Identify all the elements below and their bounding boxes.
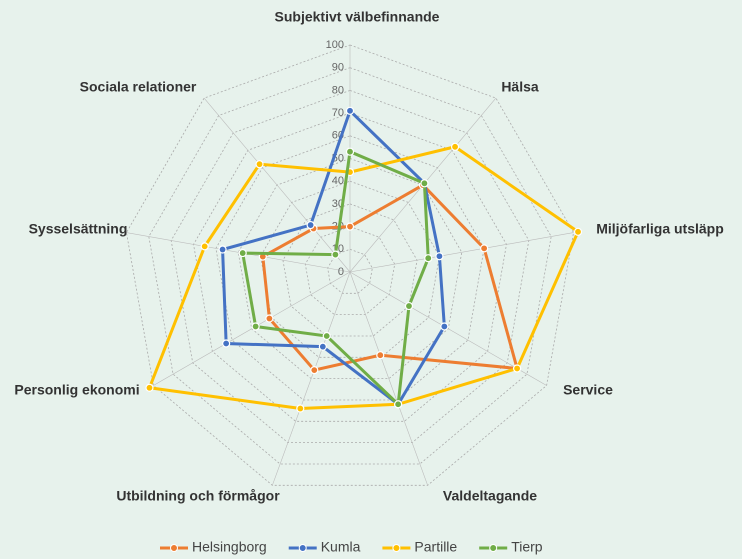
grid-ring bbox=[260, 180, 440, 358]
point bbox=[435, 252, 444, 261]
point bbox=[331, 250, 340, 259]
legend-label: Kumla bbox=[321, 539, 361, 555]
axis-label: Personlig ekonomi bbox=[14, 382, 139, 398]
tick-label: 70 bbox=[332, 107, 344, 119]
grid-ring bbox=[193, 112, 507, 422]
point bbox=[573, 227, 583, 236]
point bbox=[322, 331, 331, 341]
spoke bbox=[349, 232, 574, 273]
grid-ring bbox=[126, 44, 574, 486]
point bbox=[394, 400, 403, 409]
axis-label: Hälsa bbox=[501, 79, 539, 95]
point bbox=[424, 254, 433, 263]
axis-label: Sociala relationer bbox=[80, 79, 197, 95]
point bbox=[345, 106, 355, 115]
point bbox=[218, 245, 227, 254]
grid-ring bbox=[304, 226, 396, 316]
spoke bbox=[349, 271, 428, 486]
series-line bbox=[240, 149, 430, 408]
point bbox=[440, 322, 449, 331]
spoke bbox=[203, 97, 351, 273]
point bbox=[200, 242, 209, 251]
axis-label: Miljöfarliga utsläpp bbox=[596, 221, 724, 237]
legend-marker bbox=[170, 544, 178, 552]
point bbox=[480, 244, 489, 253]
legend-label: Partille bbox=[414, 539, 457, 555]
axis-label: Utbildning och förmågor bbox=[116, 488, 280, 504]
axis-label: Service bbox=[563, 382, 613, 398]
point bbox=[376, 351, 385, 360]
grid-ring bbox=[327, 248, 373, 294]
spoke bbox=[272, 271, 351, 486]
point bbox=[345, 147, 355, 156]
point bbox=[306, 220, 315, 230]
spoke bbox=[126, 232, 351, 273]
point bbox=[512, 364, 522, 373]
point bbox=[255, 160, 264, 169]
tick-label: 90 bbox=[332, 62, 344, 74]
tick-label: 0 bbox=[338, 266, 344, 278]
point bbox=[265, 314, 274, 323]
point bbox=[238, 248, 247, 258]
legend-marker bbox=[489, 544, 498, 552]
axis-label: Subjektivt välbefinnande bbox=[275, 9, 440, 25]
grid-ring bbox=[148, 67, 552, 465]
spoke bbox=[153, 271, 351, 386]
tick-label: 40 bbox=[332, 175, 344, 187]
point bbox=[450, 142, 460, 151]
tick-label: 100 bbox=[326, 39, 344, 51]
point bbox=[296, 404, 305, 413]
series-line bbox=[147, 145, 580, 411]
point bbox=[222, 339, 231, 348]
point bbox=[318, 342, 327, 351]
legend-marker bbox=[298, 544, 307, 552]
axis-label: Valdeltagande bbox=[443, 488, 537, 504]
point bbox=[145, 383, 154, 392]
point bbox=[251, 322, 260, 331]
point bbox=[420, 179, 429, 188]
point bbox=[310, 366, 319, 375]
series-line bbox=[261, 183, 520, 372]
grid-ring bbox=[237, 158, 463, 380]
series-line bbox=[221, 108, 446, 407]
axis-label: Sysselsättning bbox=[29, 221, 128, 237]
point bbox=[345, 222, 355, 231]
point bbox=[404, 301, 414, 311]
legend-label: Helsingborg bbox=[192, 539, 267, 555]
legend-label: Tierp bbox=[511, 539, 543, 555]
tick-label: 80 bbox=[332, 84, 344, 96]
legend-marker bbox=[392, 544, 401, 552]
